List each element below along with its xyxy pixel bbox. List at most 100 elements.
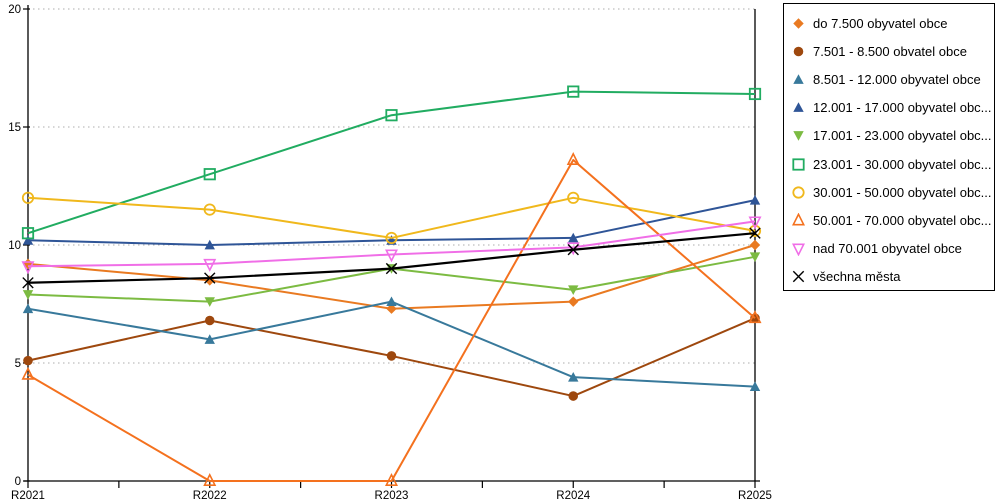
circle-marker-icon <box>568 391 579 401</box>
x-cross-marker-icon <box>792 271 805 283</box>
square-open-marker-icon <box>203 168 216 181</box>
triangle-open-marker-icon <box>748 310 762 324</box>
triangle-icon <box>793 74 804 84</box>
circle-marker-icon <box>793 46 804 57</box>
series-line <box>27 300 756 388</box>
circle-icon <box>793 46 804 57</box>
triangle-marker-icon <box>749 381 761 392</box>
triangle-down-open-marker-icon <box>792 243 805 257</box>
x-cross-marker-icon <box>749 227 761 239</box>
square-open-marker-icon <box>385 109 398 122</box>
circle-marker-icon <box>23 355 33 366</box>
legend-item-label: nad 70.001 obyvatel obce <box>813 241 962 257</box>
series-9 <box>22 227 761 289</box>
series-6 <box>21 191 762 245</box>
circle-marker-icon <box>386 351 397 361</box>
diamond-icon <box>793 17 804 29</box>
chart-legend: do 7.500 obyvatel obce 7.501 - 8.500 obva… <box>783 3 995 291</box>
triangle-marker-icon <box>793 102 804 113</box>
series-line <box>27 159 756 482</box>
square-open-marker-icon <box>567 85 580 98</box>
square-open-marker-icon <box>21 227 35 240</box>
triangle-down-marker-icon <box>204 297 215 307</box>
triangle-marker-icon <box>22 235 34 245</box>
circle-open-marker-icon <box>748 224 762 237</box>
x-axis-tick-label: R2025 <box>738 490 772 500</box>
square-open-marker-icon <box>748 87 762 101</box>
legend-item[interactable]: 30.001 - 50.000 obyvatel obc... <box>791 178 994 206</box>
triangle-marker-icon <box>22 303 34 314</box>
circle-open-marker-icon <box>385 231 398 245</box>
triangle-icon <box>793 102 804 113</box>
diamond-marker-icon <box>568 296 579 307</box>
series-7 <box>21 152 762 486</box>
legend-item-label: do 7.500 obyvatel obce <box>813 15 948 31</box>
legend-item[interactable]: 7.501 - 8.500 obvatel obce <box>791 37 994 65</box>
square-open-marker-icon <box>792 157 805 171</box>
diamond-marker-icon <box>386 303 397 314</box>
legend-item-label: 23.001 - 30.000 obyvatel obc... <box>813 156 992 172</box>
circle-open-icon <box>792 186 805 199</box>
series-line <box>27 220 756 268</box>
triangle-marker-icon <box>749 194 761 205</box>
series-2 <box>22 296 761 392</box>
diamond-marker-icon <box>793 17 804 29</box>
triangle-open-marker-icon <box>21 366 35 380</box>
series-3 <box>22 194 761 250</box>
legend-item-label: 17.001 - 23.000 obyvatel obc... <box>813 128 992 144</box>
y-axis-tick-label: 5 <box>15 358 21 370</box>
triangle-open-marker-icon <box>203 473 217 486</box>
legend-item-label: 7.501 - 8.500 obvatel obce <box>813 43 967 59</box>
triangle-down-icon <box>793 131 804 142</box>
legend-item-label: všechna města <box>813 269 901 285</box>
diamond-marker-icon <box>749 239 761 251</box>
legend-item-label: 30.001 - 50.000 obyvatel obc... <box>813 184 992 200</box>
legend-item-label: 50.001 - 70.000 obyvatel obc... <box>813 212 992 228</box>
y-axis-tick-label: 20 <box>8 4 21 16</box>
line-chart-plot: 0 5 10 15 20 R2021 R2022 R2023 R2024 R2025 <box>8 4 772 500</box>
legend-item[interactable]: 23.001 - 30.000 obyvatel obc... <box>791 150 994 178</box>
y-axis-tick-label: 0 <box>15 476 21 488</box>
legend-item[interactable]: 12.001 - 17.000 obyvatel obc... <box>791 94 994 122</box>
legend-item-label: 8.501 - 12.000 obyvatel obce <box>813 71 981 87</box>
x-cross-marker-icon <box>204 272 216 284</box>
series-line <box>27 90 756 235</box>
legend-item[interactable]: nad 70.001 obyvatel obce <box>791 235 994 263</box>
triangle-open-marker-icon <box>566 152 580 165</box>
triangle-marker-icon <box>793 74 804 84</box>
circle-open-marker-icon <box>203 203 216 216</box>
y-axis-tick-label: 15 <box>8 122 21 134</box>
triangle-marker-icon <box>568 232 579 243</box>
series-1 <box>23 313 760 401</box>
triangle-down-marker-icon <box>568 285 579 296</box>
series-5 <box>21 85 762 240</box>
triangle-open-marker-icon <box>385 473 398 486</box>
triangle-marker-icon <box>386 296 397 307</box>
legend-item-label: 12.001 - 17.000 obyvatel obc... <box>813 100 992 116</box>
x-cross-marker-icon <box>22 277 34 289</box>
circle-open-marker-icon <box>21 191 35 204</box>
triangle-down-marker-icon <box>793 131 804 142</box>
circle-marker-icon <box>204 315 215 326</box>
square-open-icon <box>792 157 805 171</box>
triangle-down-marker-icon <box>749 252 761 262</box>
legend-item[interactable]: do 7.500 obyvatel obce <box>791 9 994 37</box>
triangle-marker-icon <box>568 371 579 382</box>
triangle-down-open-icon <box>792 243 805 257</box>
x-axis-tick-label: R2023 <box>375 490 409 500</box>
triangle-down-open-marker-icon <box>21 261 35 275</box>
legend-item[interactable]: 17.001 - 23.000 obyvatel obc... <box>791 122 994 150</box>
x-axis-tick-label: R2021 <box>11 490 45 500</box>
legend-item[interactable]: 8.501 - 12.000 obyvatel obce <box>791 65 994 93</box>
x-cross-marker-icon <box>385 262 398 275</box>
y-axis-tick-label: 10 <box>8 240 21 252</box>
x-axis-tick-label: R2024 <box>556 490 590 500</box>
circle-open-marker-icon <box>567 191 580 204</box>
legend-item[interactable]: 50.001 - 70.000 obyvatel obc... <box>791 206 994 234</box>
triangle-open-marker-icon <box>792 212 805 226</box>
triangle-down-open-marker-icon <box>203 258 217 272</box>
legend-item[interactable]: všechna města <box>791 263 994 291</box>
triangle-open-icon <box>792 212 805 226</box>
triangle-down-open-marker-icon <box>748 216 762 230</box>
